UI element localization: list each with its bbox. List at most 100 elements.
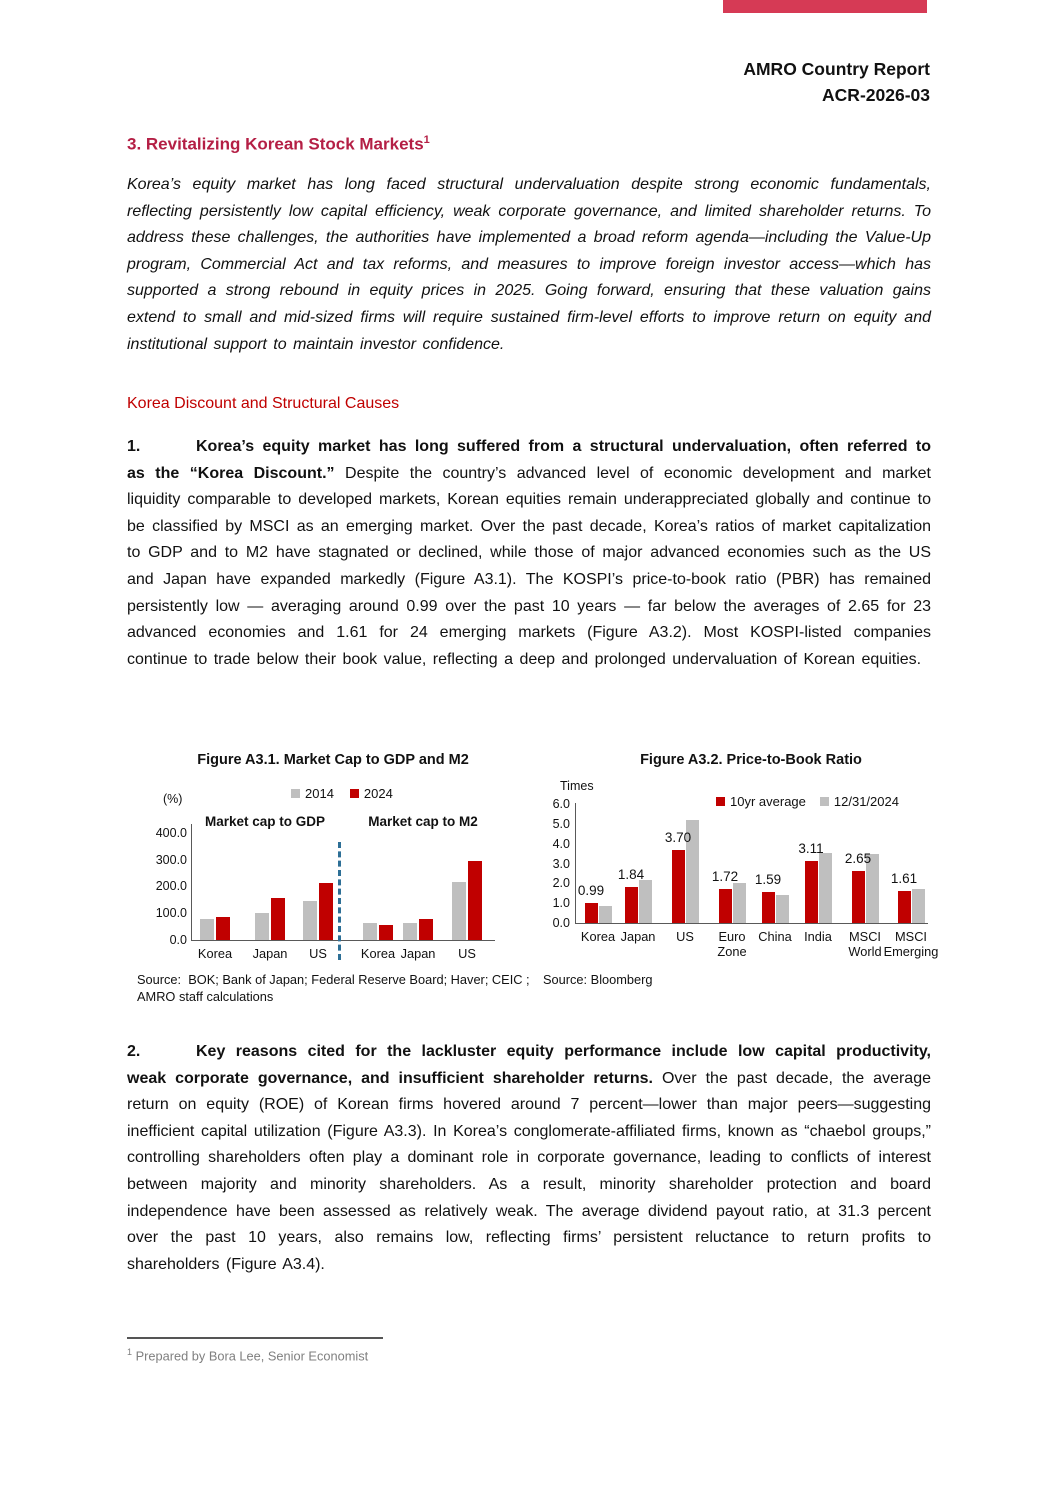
y-tick: 0.0 <box>552 916 570 930</box>
legend-item-10yr-average: 10yr average <box>716 794 806 809</box>
x-label-korea: Korea <box>580 929 616 944</box>
x-label-euro-zone: Euro Zone <box>717 929 747 959</box>
paragraph-2-number: 2. <box>127 1043 141 1060</box>
bar-2014-korea <box>200 918 214 940</box>
figure-a3-2-legend: 10yr average 12/31/2024 <box>716 794 899 809</box>
x-label-japan: Japan <box>252 946 288 961</box>
paragraph-2: 2. Key reasons cited for the lackluster e… <box>127 1039 931 1278</box>
legend-item-12-31-2024: 12/31/2024 <box>819 794 899 809</box>
bar-2014-japan <box>255 913 269 940</box>
x-axis <box>575 923 928 924</box>
bar-2014-us <box>452 882 466 940</box>
y-tick: 1.0 <box>552 896 570 911</box>
footnote-rule <box>127 1337 383 1339</box>
x-label-us: US <box>676 929 694 944</box>
bar-2014-japan <box>403 922 417 940</box>
x-label-msci-emerging: MSCI Emerging <box>883 929 939 959</box>
page-title: 3. Revitalizing Korean Stock Markets1 <box>127 134 430 155</box>
y-tick: 4.0 <box>552 836 570 851</box>
data-label-msci-emerging: 1.61 <box>890 871 918 887</box>
x-label-msci-world: MSCI World <box>848 929 882 959</box>
x-label-korea: Korea <box>360 946 396 961</box>
y-tick: 400.0 <box>155 825 187 840</box>
title-footnote-marker: 1 <box>423 134 430 146</box>
bar-12-31-2024-india <box>819 852 832 923</box>
bar-12-31-2024-msci-emerging <box>912 889 925 923</box>
bar-12-31-2024-us <box>686 820 699 923</box>
bar-2024-japan <box>271 897 285 940</box>
bar-10yr-average-msci-world <box>852 870 865 923</box>
data-label-euro-zone: 1.72 <box>711 868 739 884</box>
figure-a3-2: Figure A3.2. Price-to-Book Ratio 10yr av… <box>540 750 962 986</box>
bar-2024-korea <box>379 925 393 940</box>
y-tick: 200.0 <box>155 879 187 894</box>
bar-10yr-average-korea <box>585 903 598 923</box>
x-label-korea: Korea <box>197 946 233 961</box>
legend-swatch <box>716 797 725 806</box>
data-label-msci-world: 2.65 <box>844 850 872 866</box>
y-axis <box>191 824 192 940</box>
data-label-india: 3.11 <box>798 841 824 857</box>
figure-a3-1: Figure A3.1. Market Cap to GDP and M2 20… <box>133 750 533 986</box>
bar-2024-us <box>468 861 482 940</box>
legend-label: 12/31/2024 <box>833 794 899 809</box>
paragraph-1-body: Despite the country’s advanced level of … <box>127 464 931 668</box>
x-label-japan: Japan <box>400 946 436 961</box>
section-heading: Korea Discount and Structural Causes <box>127 395 400 412</box>
legend-swatch <box>819 797 829 806</box>
footnote: 1 Prepared by Bora Lee, Senior Economist <box>127 1347 368 1363</box>
legend-item-2024: 2024 <box>349 786 393 801</box>
bar-10yr-average-euro-zone <box>719 888 732 923</box>
legend-label: 2014 <box>305 786 334 801</box>
figure-a3-2-source: Source: Bloomberg <box>543 972 653 987</box>
figure-a3-2-unit-label: Times <box>560 779 594 793</box>
figure-a3-1-plot: 400.0 300.0 200.0 100.0 0.0 Market cap to GDP… <box>133 750 533 986</box>
paragraph-1-number: 1. <box>127 438 141 455</box>
page-title-text: 3. Revitalizing Korean Stock Markets <box>127 134 424 154</box>
x-label-india: India <box>804 929 832 944</box>
bar-12-31-2024-euro-zone <box>733 883 746 923</box>
bar-10yr-average-china <box>762 891 775 923</box>
bar-10yr-average-india <box>805 861 818 923</box>
legend-label: 10yr average <box>730 794 806 809</box>
bar-2014-us <box>303 901 317 940</box>
figure-a3-2-plot: 6.0 5.0 4.0 3.0 2.0 1.0 0.0 0.99 Korea 1.84 Japan 3… <box>540 750 962 986</box>
footnote-marker: 1 <box>127 1347 133 1357</box>
data-label-china: 1.59 <box>754 871 782 887</box>
bar-10yr-average-us <box>672 849 685 923</box>
report-title: AMRO Country Report <box>743 59 930 79</box>
bar-12-31-2024-korea <box>599 906 612 923</box>
report-number: ACR-2026-03 <box>822 85 930 105</box>
paragraph-2-body: Over the past decade, the average return… <box>127 1069 931 1273</box>
bar-12-31-2024-china <box>776 895 789 923</box>
paragraph-1: 1. Korea’s equity market has long suffere… <box>127 434 931 673</box>
bar-2024-us <box>319 882 333 940</box>
y-tick: 0.0 <box>169 933 187 947</box>
bar-10yr-average-japan <box>625 886 638 923</box>
report-header: AMRO Country Report ACR-2026-03 <box>743 56 930 108</box>
y-tick: 300.0 <box>155 852 187 867</box>
y-tick: 2.0 <box>552 876 570 891</box>
y-tick: 5.0 <box>552 817 570 831</box>
figure-a3-1-legend: 2014 2024 <box>291 786 393 801</box>
bar-2024-korea <box>216 917 230 940</box>
bar-2014-korea <box>363 922 377 940</box>
figure-a3-1-title: Figure A3.1. Market Cap to GDP and M2 <box>197 752 469 768</box>
panel-label: Market cap to M2 <box>368 814 478 829</box>
legend-swatch <box>291 789 300 798</box>
bar-12-31-2024-japan <box>639 880 652 923</box>
paragraph-2-lead: Key reasons cited for the lackluster equ… <box>127 1043 931 1087</box>
figure-a3-2-title: Figure A3.2. Price-to-Book Ratio <box>640 752 862 768</box>
bar-2024-japan <box>419 919 433 940</box>
legend-swatch <box>349 789 359 798</box>
data-label-korea: 0.99 <box>577 883 605 899</box>
y-tick: 3.0 <box>552 856 570 871</box>
y-tick: 100.0 <box>155 906 187 921</box>
legend-label: 2024 <box>363 786 393 801</box>
x-label-us: US <box>458 946 476 961</box>
bar-10yr-average-msci-emerging <box>898 891 911 923</box>
x-label-china: China <box>758 929 792 944</box>
data-label-us: 3.70 <box>664 829 692 845</box>
legend-item-2014: 2014 <box>291 786 334 801</box>
